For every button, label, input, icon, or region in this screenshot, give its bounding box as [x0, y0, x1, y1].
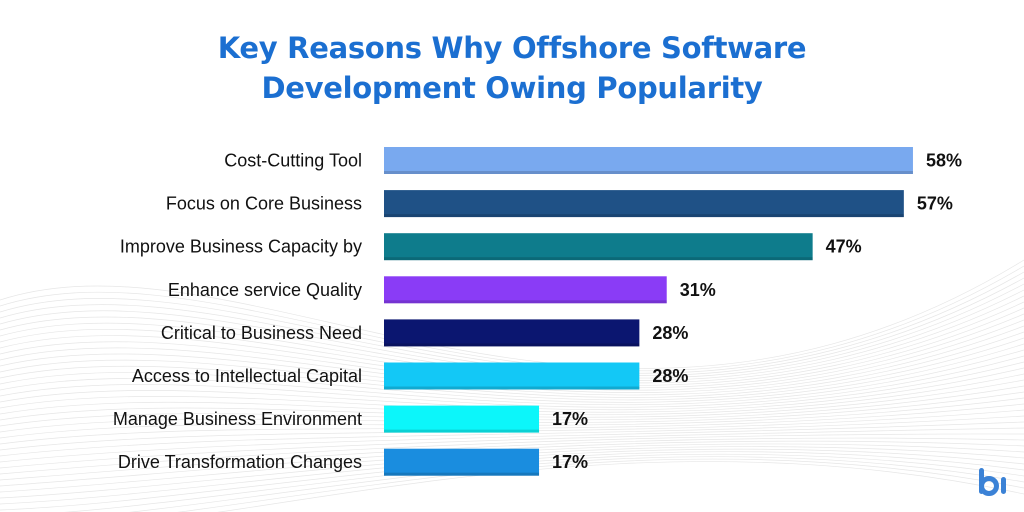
value-label: 47% — [826, 237, 862, 257]
category-label: Improve Business Capacity by — [120, 237, 362, 257]
bar — [384, 319, 640, 347]
bar-shadow — [384, 386, 640, 390]
bar-shadow — [384, 171, 913, 174]
wave-line — [0, 355, 1024, 408]
wave-line — [217, 461, 1024, 512]
category-label: Focus on Core Business — [166, 194, 362, 214]
category-label: Access to Intellectual Capital — [132, 366, 362, 386]
wave-line — [0, 415, 1024, 457]
category-label: Manage Business Environment — [113, 409, 362, 429]
wave-line — [0, 337, 1024, 401]
bar — [384, 147, 913, 174]
value-label: 58% — [926, 151, 962, 171]
bar — [384, 233, 813, 261]
category-label: Drive Transformation Changes — [118, 452, 362, 472]
value-label: 28% — [652, 323, 688, 343]
value-label: 17% — [552, 409, 588, 429]
bar-shadow — [384, 300, 667, 304]
bar-shadow — [384, 343, 640, 347]
value-label: 28% — [652, 366, 688, 386]
wave-line — [0, 349, 1024, 406]
wave-line — [0, 277, 1024, 376]
wave-line — [0, 421, 1024, 463]
value-label: 31% — [680, 280, 716, 300]
brand-logo — [979, 468, 1006, 496]
bar-shadow — [384, 257, 813, 261]
wave-line — [177, 458, 1024, 512]
bar — [384, 276, 667, 304]
bar-shadow — [384, 429, 540, 433]
bar-shadow — [384, 214, 904, 218]
chart-title-line-1: Key Reasons Why Offshore Software — [217, 31, 807, 65]
bar — [384, 448, 540, 476]
wave-line — [0, 361, 1024, 411]
wave-line — [0, 283, 1024, 379]
wave-line — [0, 265, 1024, 372]
wave-line — [0, 433, 1024, 475]
wave-line — [0, 343, 1024, 403]
wave-line — [0, 259, 1024, 369]
bar — [384, 405, 540, 433]
bar — [384, 362, 640, 390]
chart-title: Key Reasons Why Offshore Software Develo… — [0, 28, 1024, 108]
value-label: 57% — [917, 194, 953, 214]
value-label: 17% — [552, 452, 588, 472]
category-label: Cost-Cutting Tool — [224, 151, 362, 171]
chart-title-line-2: Development Owing Popularity — [261, 71, 763, 105]
wave-line — [0, 427, 1024, 469]
bar-shadow — [384, 472, 540, 476]
wave-line — [0, 271, 1024, 374]
bar — [384, 190, 904, 218]
category-label: Critical to Business Need — [161, 323, 362, 343]
category-label: Enhance service Quality — [168, 280, 362, 300]
